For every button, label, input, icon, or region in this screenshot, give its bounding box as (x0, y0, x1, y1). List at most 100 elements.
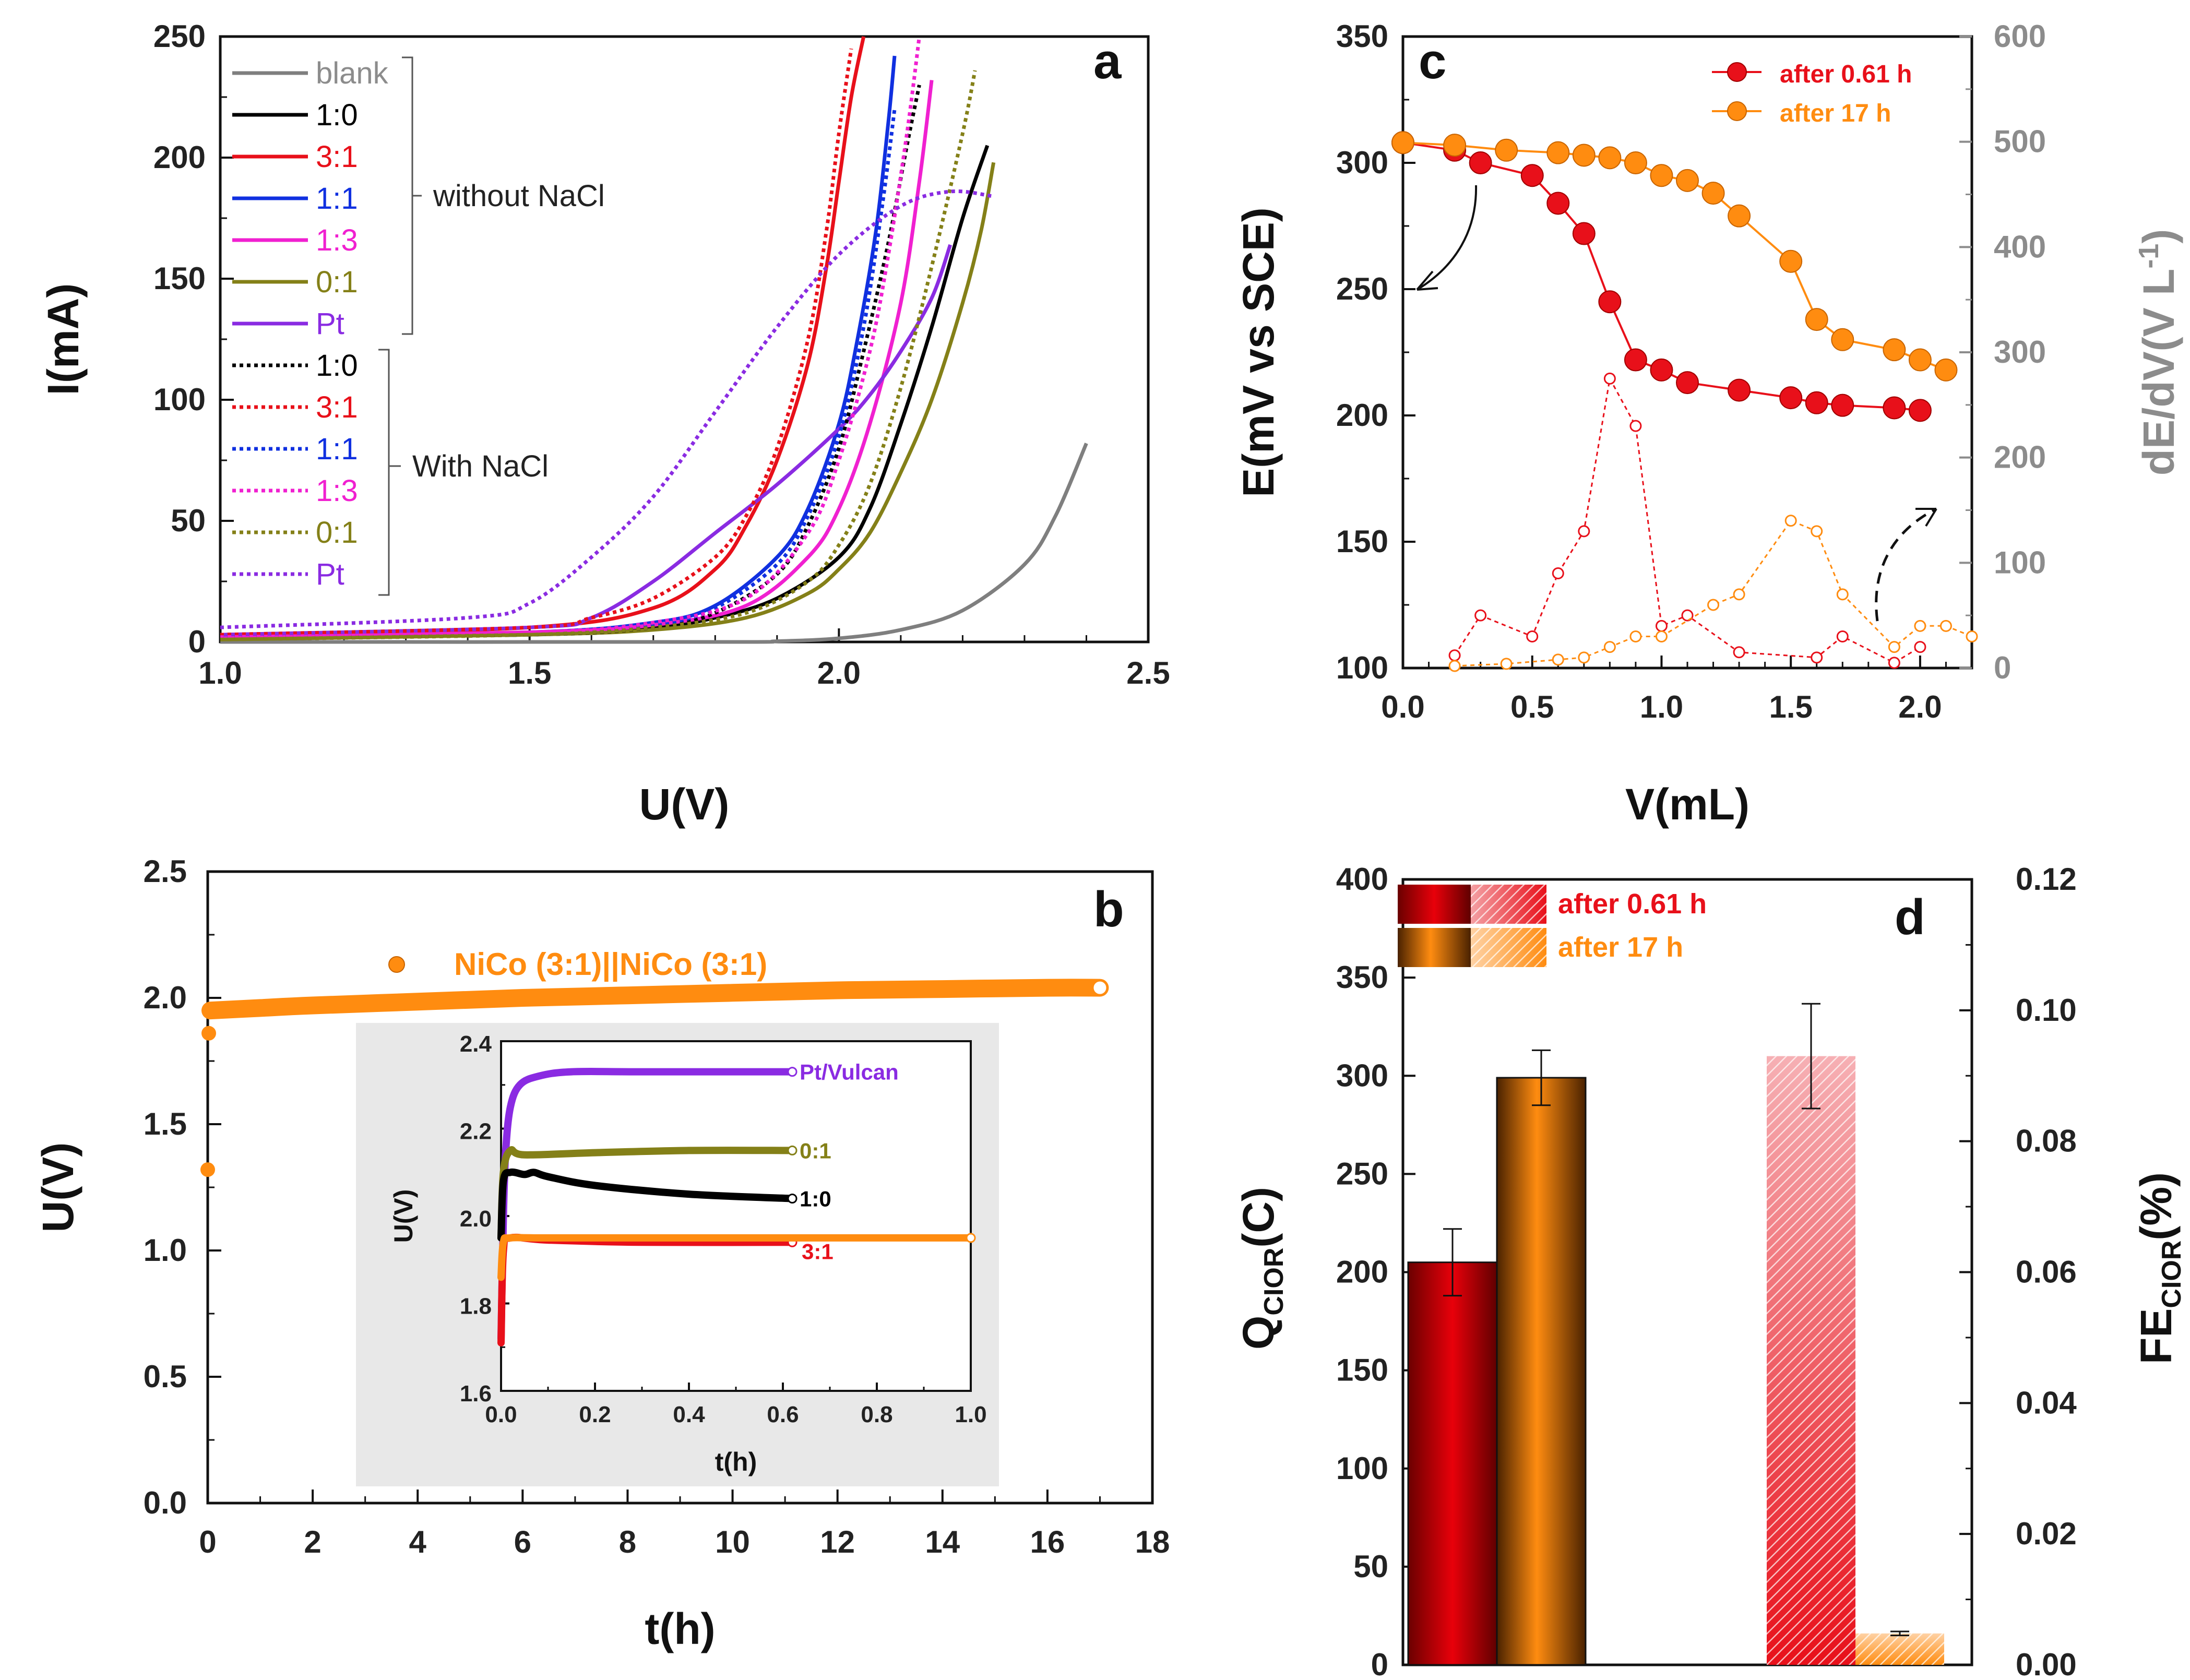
y-inset-tick-label: 1.6 (460, 1381, 492, 1407)
y-b-tick-label: 2.0 (144, 980, 187, 1015)
series-a-blank (220, 443, 1088, 644)
series-a-nacl-1-3 (220, 36, 921, 639)
series-a-nacl-0-1 (220, 70, 977, 641)
legend-label-c-0: after 0.61 h (1780, 61, 1912, 88)
data-point-c-derivative (1914, 619, 1926, 632)
legend-label-a-9: 1:1 (316, 432, 358, 466)
data-point-c-derivative (1629, 420, 1642, 432)
data-point-c (1805, 391, 1828, 414)
y2-c-tick-label: 600 (1994, 19, 2046, 54)
data-point-c-derivative (1733, 588, 1745, 601)
data-point-c (1391, 131, 1414, 154)
y-inset-tick-label: 2.4 (460, 1031, 492, 1057)
x-axis-title-a: U(V) (639, 780, 730, 829)
y2-axis-title-c: dE/dV(V L-1) (2133, 229, 2183, 476)
legend-d: after 0.61 h after 17 h (1398, 885, 1707, 967)
y-c-tick-label: 200 (1336, 398, 1388, 433)
data-point-c (1624, 151, 1647, 174)
y-axis-title-c: E(mV vs SCE) (1234, 207, 1283, 497)
y-axis-title-b: U(V) (33, 1142, 82, 1233)
legend-label-a-6: Pt (316, 307, 344, 341)
data-point-c-derivative (1603, 372, 1616, 385)
group-label-without-nacl: without NaCl (433, 179, 605, 213)
data-point-c (1934, 358, 1958, 382)
legend-swatch-d-0-solid (1398, 885, 1471, 924)
data-point-c (1805, 308, 1828, 331)
x-c-tick-label: 2.0 (1898, 689, 1942, 724)
data-point-c (1572, 222, 1596, 245)
legend-a: blank 1:0 3:1 1:1 1:3 0:1 Pt 1:0 3:1 1:1 1:3 0:1 Pt (232, 56, 389, 591)
data-point-c-derivative (1448, 649, 1461, 662)
x-a-tick-label: 2.5 (1126, 656, 1170, 690)
y2-c-tick-label: 200 (1994, 440, 2046, 475)
data-trace-b (201, 979, 1109, 1020)
data-point-c (1831, 328, 1854, 351)
data-point-c (1728, 204, 1751, 228)
x-b-tick-label: 14 (925, 1524, 960, 1559)
y-inset-tick-label: 2.2 (460, 1119, 492, 1145)
y2-c-tick-label: 500 (1994, 124, 2046, 159)
y-inset-tick-label: 2.0 (460, 1206, 492, 1232)
series-c-after-0-61-h (1402, 141, 1921, 412)
group-label-with-nacl: With NaCl (412, 449, 549, 483)
inset-end-marker (787, 1067, 798, 1077)
panel-d: 0 50 100 150 200 250 300 350 400 0.00 0.02 0.04 0.06… (1234, 862, 2187, 1680)
y2-d-tick-label: 0.02 (2016, 1516, 2077, 1551)
panel-b: 0 2 4 6 8 10 12 14 16 18 0.0 0.5 1.0 1.5 2.0 2.5 b t(h)… (33, 854, 1170, 1653)
data-point-c-derivative (1733, 646, 1745, 659)
y2-title-main-d: FE (2132, 1308, 2181, 1364)
y-title-tail-d: (C) (1234, 1187, 1283, 1248)
y2-c-tick-label: 400 (1994, 229, 2046, 264)
data-point-c (1701, 182, 1725, 205)
data-point-c-derivative (1603, 641, 1616, 653)
y-c-tick-label: 300 (1336, 145, 1388, 180)
data-point-c (1779, 386, 1803, 410)
data-point-c (1779, 249, 1803, 273)
data-point-c-derivative (1474, 609, 1487, 622)
inset-end-marker (787, 1194, 798, 1204)
data-point-c-derivative (1578, 651, 1590, 664)
y-d-tick-label: 200 (1336, 1255, 1388, 1290)
legend-label-a-2: 3:1 (316, 140, 358, 174)
x-inset-tick-label: 1.0 (955, 1402, 986, 1427)
x-b-tick-label: 8 (619, 1524, 636, 1559)
y2-d-tick-label: 0.10 (2016, 993, 2077, 1028)
x-a-tick-label: 1.5 (508, 656, 551, 690)
x-a-tick-label: 2.0 (817, 656, 861, 690)
inset-b: 0.0 0.2 0.4 0.6 0.8 1.0 1.6 1.8 2.0 2.2 2.4 Pt/Vul… (356, 1023, 999, 1486)
x-inset-tick-label: 0.4 (673, 1402, 705, 1427)
x-b-tick-label: 12 (820, 1524, 855, 1559)
plot-frame-a (219, 35, 1150, 644)
data-point-c-derivative (1784, 515, 1797, 527)
data-point-c (1908, 348, 1932, 372)
y-d-tick-label: 100 (1336, 1451, 1388, 1486)
data-point-c (1650, 358, 1673, 382)
axis-ticks-c: 0.0 0.5 1.0 1.5 2.0 100 150 200 250 300 350 0 100 200… (1336, 19, 2046, 724)
y-c-tick-label: 150 (1336, 524, 1388, 559)
legend-label-d-0: after 0.61 h (1558, 888, 1707, 920)
legend-label-a-10: 1:3 (316, 474, 358, 508)
bar-q-1 (1496, 1077, 1587, 1666)
data-point-c-derivative (1629, 630, 1642, 642)
legend-label-a-0: blank (316, 56, 389, 90)
legend-label-d-1: after 17 h (1558, 932, 1683, 963)
axis-ticks-a: 1.0 1.5 2.0 2.5 0 50 100 150 200 250 (153, 19, 1170, 690)
y-a-tick-label: 50 (171, 503, 206, 538)
inset-frame (500, 1040, 972, 1392)
data-point-c (1495, 138, 1518, 162)
panel-a: 1.0 1.5 2.0 2.5 0 50 100 150 200 250 a U(V) I(mA)… (39, 19, 1170, 829)
bar-fe-hatch-0 (1767, 1056, 1855, 1665)
bracket-without-nacl (402, 56, 422, 335)
x-axis-title-b: t(h) (645, 1604, 715, 1653)
data-point-c-derivative (1578, 525, 1590, 538)
legend-label-a-8: 3:1 (316, 390, 358, 424)
series-c-de-dv-after-17-h (1455, 519, 1972, 667)
y-a-tick-label: 0 (188, 624, 206, 659)
data-point-c (1546, 141, 1570, 164)
x-b-tick-label: 6 (514, 1524, 531, 1559)
y2-axis-title-d: FECIOR(%) (2132, 1172, 2187, 1364)
data-point-c (1831, 394, 1854, 417)
legend-label-a-3: 1:1 (316, 182, 358, 216)
inset-y-axis-title: U(V) (389, 1189, 418, 1243)
inset-series-label: 0:1 (800, 1138, 831, 1163)
